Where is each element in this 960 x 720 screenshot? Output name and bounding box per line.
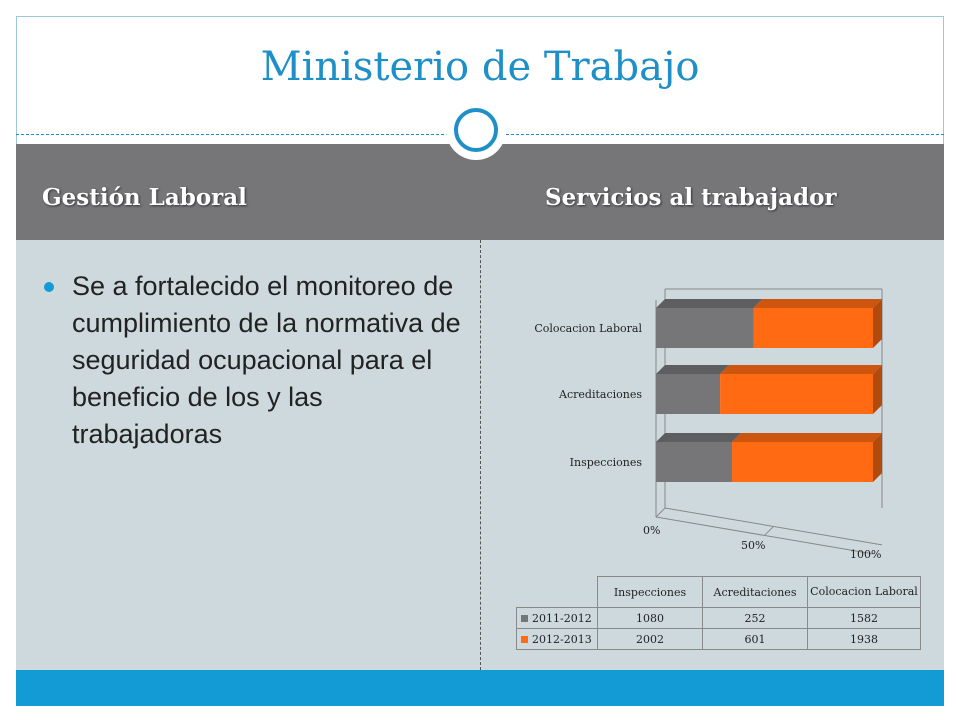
series-name: 2012-2013 xyxy=(532,632,592,646)
table-cell: 1582 xyxy=(807,607,921,629)
category-label: Acreditaciones xyxy=(558,388,642,401)
column-heading-left: Gestión Laboral xyxy=(42,184,247,211)
bar-segment-prev-2 xyxy=(656,308,754,348)
table-row: 2011-2012 1080 252 1582 xyxy=(516,607,921,629)
legend-swatch-icon xyxy=(521,614,528,622)
bar-side-2 xyxy=(873,299,882,348)
decorative-ring-icon xyxy=(446,100,506,160)
category-label: Colocacion Laboral xyxy=(534,322,642,335)
table-cell: 1080 xyxy=(597,607,703,629)
table-header: Colocacion Laboral xyxy=(807,576,921,608)
x-tick-label: 0% xyxy=(643,524,660,537)
header-band xyxy=(16,144,944,240)
floor-edge xyxy=(655,507,666,518)
table-header-row: Inspecciones Acreditaciones Colocacion L… xyxy=(516,576,921,608)
bar-top-1-0 xyxy=(732,433,882,442)
chart-data-table: Inspecciones Acreditaciones Colocacion L… xyxy=(516,576,921,650)
stacked-bar-chart: Inspecciones Acreditaciones Colocacion Lab… xyxy=(534,288,883,561)
table-header: Inspecciones xyxy=(597,576,703,608)
bullet-item: Se a fortalecido el monitoreo de cumplim… xyxy=(44,268,464,453)
bar-segment-prev-1 xyxy=(656,374,721,414)
legend-swatch-icon xyxy=(521,635,528,643)
bar-side-1 xyxy=(873,365,882,414)
bar-top-1-1 xyxy=(720,365,882,374)
slide-title: Ministerio de Trabajo xyxy=(260,44,700,90)
bar-segment-curr-2 xyxy=(753,308,873,348)
footer-band xyxy=(16,670,944,706)
bullet-dot-icon xyxy=(44,282,54,292)
x-tick-label: 50% xyxy=(741,539,765,552)
table-cell: 1938 xyxy=(807,628,921,650)
gridline xyxy=(764,526,774,536)
bar-top-0-2 xyxy=(656,299,763,308)
x-tick-label: 100% xyxy=(850,548,881,561)
table-cell: 2002 xyxy=(597,628,703,650)
bar-top-0-1 xyxy=(656,365,730,374)
bullet-text: Se a fortalecido el monitoreo de cumplim… xyxy=(72,271,461,449)
table-row: 2012-2013 2002 601 1938 xyxy=(516,628,921,650)
series-name: 2011-2012 xyxy=(532,611,592,625)
table-header: Acreditaciones xyxy=(702,576,808,608)
column-divider xyxy=(480,240,481,670)
bar-segment-curr-1 xyxy=(720,374,873,414)
category-label: Inspecciones xyxy=(570,456,643,469)
column-heading-right: Servicios al trabajador xyxy=(545,184,837,211)
table-cell: 252 xyxy=(702,607,808,629)
table-cell: 601 xyxy=(702,628,808,650)
bar-segment-curr-0 xyxy=(732,442,873,482)
bar-top-0-0 xyxy=(656,433,742,442)
bar-segment-prev-0 xyxy=(656,442,733,482)
bar-top-1-2 xyxy=(753,299,882,308)
bar-side-0 xyxy=(873,433,882,482)
